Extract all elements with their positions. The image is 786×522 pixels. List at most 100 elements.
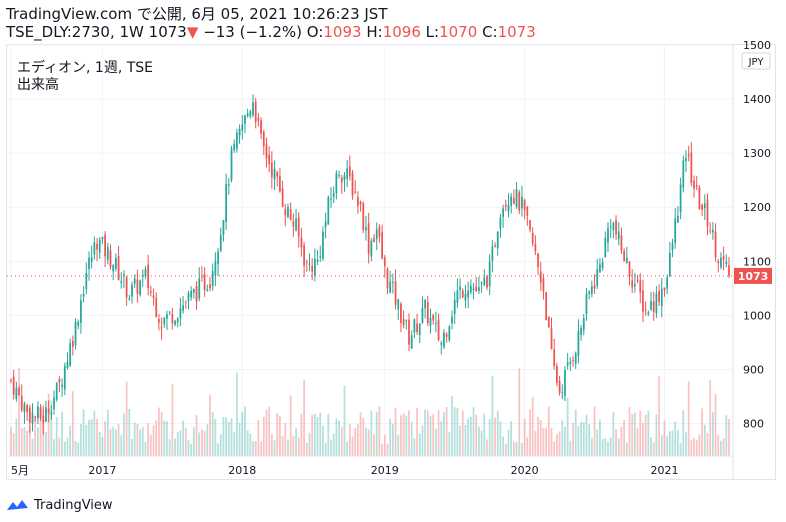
candle-body [217, 251, 219, 265]
volume-bar [37, 427, 39, 456]
footer[interactable]: TradingView [6, 495, 113, 515]
candle-body [537, 253, 539, 267]
volume-bar [375, 411, 378, 456]
volume-bar [346, 441, 349, 456]
volume-bar [685, 432, 687, 456]
candle-body [720, 257, 722, 268]
volume-bar [389, 418, 392, 456]
candle-body [483, 277, 486, 286]
candle-body [518, 192, 521, 211]
volume-bar [459, 425, 461, 456]
candle-body [69, 343, 72, 366]
candle-body [343, 175, 346, 181]
candle-body [362, 203, 365, 231]
candle-body [141, 274, 144, 277]
volume-bar [373, 434, 375, 456]
candle-body [53, 397, 55, 409]
volume-bar [203, 430, 206, 456]
volume-bar [698, 434, 701, 456]
volume-bar [303, 379, 305, 456]
volume-bar [319, 412, 322, 456]
candle-body [23, 403, 26, 413]
volume-bar [593, 406, 596, 456]
candle-body [585, 293, 588, 314]
volume-bar [265, 409, 268, 456]
volume-bar [418, 433, 421, 456]
volume-bar [187, 440, 190, 456]
volume-bar [90, 419, 93, 456]
volume-bar [192, 427, 195, 456]
volume-bar [483, 413, 486, 456]
volume-bar [507, 430, 510, 456]
candle-body [703, 203, 706, 209]
candle-body [650, 301, 652, 310]
close-value: 1073 [497, 23, 536, 41]
y-tick-label: 900 [743, 363, 764, 376]
volume-bar [300, 413, 303, 456]
candle-body [155, 297, 158, 318]
open-value: 1093 [323, 23, 362, 41]
candle-body [502, 208, 504, 217]
candle-body [435, 322, 437, 324]
candle-body [459, 286, 461, 290]
volume-bar [141, 427, 144, 456]
candle-body [273, 168, 276, 180]
price-chart[interactable]: 800 900 1000 1100 1200 1300 1400 1500 JPY 1073 5月 2… [0, 0, 786, 490]
candle-body [612, 223, 615, 231]
volume-bar [491, 376, 494, 456]
candle-body [658, 290, 660, 302]
candle-body [472, 288, 475, 290]
volume-bar [330, 440, 332, 456]
candle-body [163, 317, 166, 324]
volume-bar [252, 441, 254, 456]
candle-body [443, 332, 445, 348]
candle-body [12, 376, 15, 395]
candle-body [147, 264, 150, 289]
down-arrow-icon: ▼ [186, 23, 199, 41]
volume-bar [660, 435, 663, 456]
candle-body [725, 261, 728, 264]
volume-bar [63, 441, 66, 456]
candle-body [617, 231, 620, 240]
volume-bar [650, 437, 652, 456]
volume-bar [617, 438, 620, 456]
volume-bar [556, 434, 558, 456]
volume-bar [77, 442, 80, 456]
candle-body [45, 407, 47, 422]
volume-bar [488, 419, 491, 456]
candle-body [539, 271, 542, 283]
candle-body [96, 243, 98, 250]
volume-bar [599, 419, 601, 456]
volume-bar [295, 428, 297, 456]
footer-brand[interactable]: TradingView [34, 497, 113, 513]
candle-body [39, 407, 42, 419]
candle-body [623, 250, 626, 262]
volume-bar [20, 428, 23, 456]
candle-body [469, 286, 472, 293]
candle-body [381, 232, 383, 259]
volume-bar [464, 425, 467, 456]
volume-bar [198, 432, 201, 456]
volume-bar [717, 435, 720, 456]
volume-bar [260, 441, 262, 456]
volume-bar [348, 424, 351, 456]
candle-body [370, 240, 373, 257]
volume-bar [625, 442, 628, 456]
candle-body [580, 327, 582, 335]
candle-body [82, 293, 85, 297]
current-price-label: 1073 [738, 270, 769, 283]
candle-body [265, 144, 268, 159]
volume-bar [104, 421, 107, 456]
volume-bar [123, 413, 125, 456]
candle-body [717, 261, 720, 264]
volume-bar [381, 443, 383, 456]
volume-bar [88, 419, 90, 456]
candle-body [187, 293, 190, 301]
candle-body [63, 365, 66, 390]
candle-body [515, 188, 518, 207]
volume-bar [101, 437, 104, 456]
volume-bar [564, 426, 566, 456]
candle-body [42, 415, 45, 424]
currency-label: JPY [748, 57, 765, 68]
candle-body [655, 293, 658, 314]
